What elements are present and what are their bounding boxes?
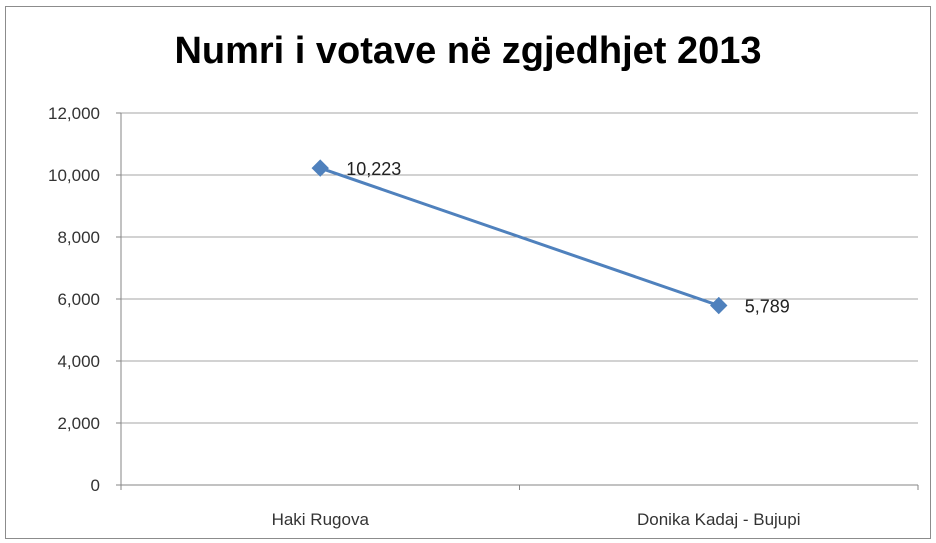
data-point-marker	[311, 159, 329, 177]
y-tick-label: 2,000	[57, 414, 100, 433]
data-label: 10,223	[346, 159, 401, 179]
x-tick-label: Donika Kadaj - Bujupi	[637, 510, 800, 529]
y-tick-label: 8,000	[57, 228, 100, 247]
y-tick-label: 12,000	[48, 104, 100, 123]
data-label: 5,789	[745, 297, 790, 317]
chart-title: Numri i votave në zgjedhjet 2013	[174, 30, 762, 72]
chart-frame	[5, 6, 931, 539]
y-tick-label: 10,000	[48, 166, 100, 185]
y-tick-label: 4,000	[57, 352, 100, 371]
x-tick-label: Haki Rugova	[272, 510, 370, 529]
series-line	[319, 166, 720, 307]
y-tick-label: 6,000	[57, 290, 100, 309]
data-point-marker	[710, 296, 728, 315]
y-tick-label: 0	[91, 476, 100, 495]
